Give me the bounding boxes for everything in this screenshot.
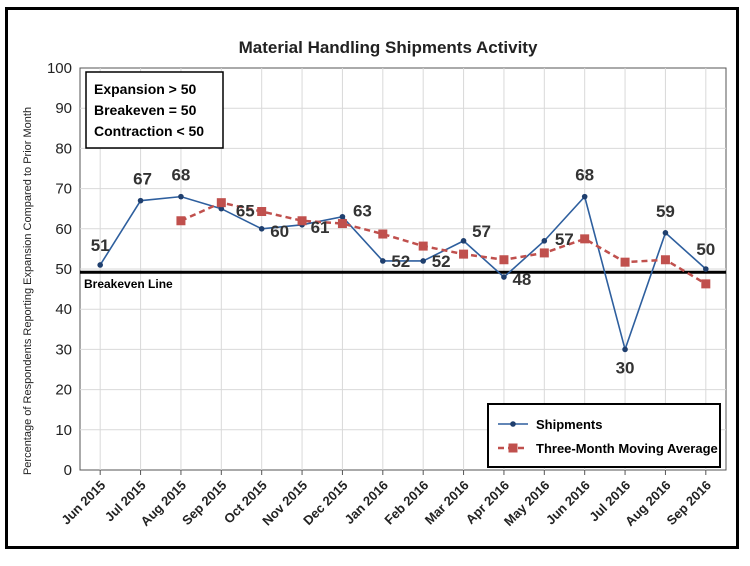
data-label: 67 (133, 170, 152, 189)
data-label: 48 (512, 270, 531, 289)
data-point-circle (541, 238, 548, 244)
data-point-circle (703, 266, 709, 272)
y-tick-label: 80 (55, 140, 72, 157)
y-tick-label: 30 (55, 341, 72, 358)
y-tick-label: 70 (55, 181, 72, 198)
data-point-square (337, 219, 347, 229)
x-tick-label: Dec 2015 (300, 478, 350, 528)
breakeven-line: Breakeven Line (80, 270, 726, 291)
data-point-square (216, 198, 226, 208)
y-tick-label: 60 (55, 221, 72, 238)
annotation-box: Expansion > 50 Breakeven = 50 Contraction … (85, 71, 224, 149)
data-point-square (418, 241, 428, 251)
data-point-square (378, 229, 388, 239)
y-tick-label: 10 (55, 422, 72, 439)
series-group (97, 193, 711, 353)
data-point-circle (178, 193, 184, 200)
y-tick-label: 100 (47, 60, 72, 77)
legend-label-moving-average: Three-Month Moving Average (536, 441, 718, 456)
data-point-circle (97, 262, 103, 268)
x-tick-label: Jun 2016 (543, 478, 593, 528)
y-tick-label: 40 (55, 301, 72, 318)
legend-frame (487, 403, 721, 468)
annotation-line: Breakeven = 50 (94, 102, 197, 118)
y-axis-label: Percentage of Respondents Reporting Expa… (22, 107, 34, 475)
data-point-square (660, 255, 670, 265)
data-label: 30 (616, 358, 635, 377)
data-point-square (620, 257, 630, 267)
data-point-circle (258, 226, 265, 232)
legend-marker-shipments (510, 421, 516, 427)
data-label: 63 (353, 202, 372, 221)
data-label: 52 (391, 252, 410, 271)
annotation-line: Contraction < 50 (94, 123, 204, 139)
x-tick-label: Sep 2015 (179, 478, 229, 528)
data-point-square (499, 255, 509, 265)
data-point-square (297, 216, 307, 226)
y-tick-label: 90 (55, 100, 72, 117)
data-point-circle (218, 205, 225, 212)
series-moving-average (176, 198, 711, 289)
data-point-square (539, 248, 549, 258)
data-point-circle (622, 346, 628, 353)
y-tick-label: 50 (55, 261, 72, 278)
breakeven-line-label: Breakeven Line (84, 277, 173, 291)
x-tick-label: Mar 2016 (422, 478, 472, 528)
annotation-frame (85, 71, 224, 149)
data-label: 68 (171, 166, 190, 185)
chart-title: Material Handling Shipments Activity (239, 38, 538, 57)
data-point-circle (420, 258, 426, 264)
data-point-square (257, 207, 267, 217)
data-point-square (459, 249, 469, 259)
legend-label-shipments: Shipments (536, 417, 602, 432)
data-point-square (701, 279, 711, 289)
annotation-line: Expansion > 50 (94, 81, 197, 97)
data-point-circle (339, 213, 346, 220)
data-label: 57 (472, 222, 491, 241)
data-label: 50 (696, 240, 715, 259)
data-label: 52 (432, 252, 451, 271)
line-chart: Material Handling Shipments Activity Per… (22, 38, 727, 529)
data-point-circle (380, 258, 386, 264)
data-labels: 51 67 68 65 60 61 63 52 52 57 48 57 68 30 59 50 (91, 166, 716, 378)
data-label: 59 (656, 202, 675, 221)
y-tick-label: 20 (55, 382, 72, 399)
y-axis-ticks: 0 10 20 30 40 50 60 70 80 90 100 (47, 60, 72, 479)
data-point-square (580, 234, 590, 244)
data-label: 65 (236, 202, 255, 221)
data-label: 51 (91, 236, 110, 255)
legend: Shipments Three-Month Moving Average (487, 403, 721, 468)
data-point-circle (460, 238, 467, 244)
series-line (180, 201, 707, 285)
data-point-circle (662, 230, 669, 236)
data-label: 60 (270, 222, 289, 241)
chart-frame: Material Handling Shipments Activity Per… (5, 7, 739, 549)
y-tick-label: 0 (64, 462, 72, 479)
x-tick-label: Sep 2016 (663, 478, 713, 528)
data-label: 61 (311, 218, 330, 237)
data-label: 57 (555, 230, 574, 249)
series-line (99, 195, 707, 353)
data-label: 68 (575, 166, 594, 185)
data-point-circle (137, 197, 144, 204)
legend-marker-moving-average (508, 443, 518, 453)
x-tick-label: Jun 2015 (58, 478, 108, 528)
data-point-circle (581, 193, 588, 200)
data-point-square (176, 216, 186, 226)
data-point-circle (501, 274, 507, 280)
